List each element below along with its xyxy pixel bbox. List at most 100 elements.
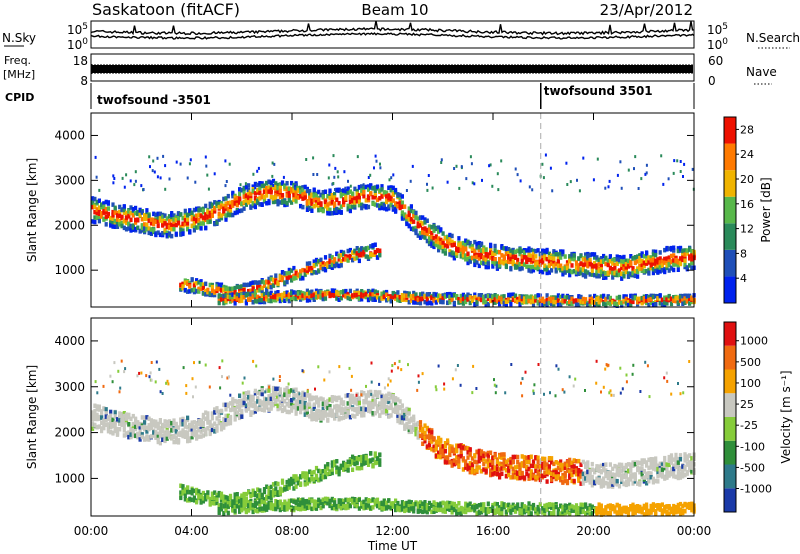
velocity-cell bbox=[274, 490, 278, 496]
velocity-cell bbox=[285, 386, 289, 391]
velocity-cell bbox=[156, 425, 160, 430]
velocity-cell bbox=[183, 430, 187, 435]
velocity-cell bbox=[362, 499, 366, 505]
velocity-cell bbox=[342, 408, 346, 414]
power-cell bbox=[527, 257, 531, 262]
power-cell bbox=[439, 299, 443, 305]
power-cell bbox=[398, 203, 402, 208]
power-cell bbox=[561, 298, 565, 304]
velocity-cell bbox=[242, 506, 246, 511]
power-cell bbox=[238, 191, 242, 197]
colorbar-tick-label: 12 bbox=[740, 223, 754, 236]
power-cell bbox=[100, 214, 104, 219]
power-cell bbox=[691, 167, 694, 171]
power-cell bbox=[563, 295, 567, 301]
power-cell bbox=[348, 296, 352, 302]
velocity-cell bbox=[170, 420, 174, 426]
power-cell bbox=[170, 226, 174, 232]
power-cell bbox=[409, 204, 413, 209]
power-cell bbox=[446, 240, 450, 245]
velocity-cell bbox=[226, 501, 230, 506]
power-cell bbox=[509, 292, 513, 298]
power-cell bbox=[201, 291, 205, 296]
power-cell bbox=[213, 172, 216, 176]
power-cell bbox=[593, 255, 597, 260]
power-cell bbox=[405, 293, 409, 298]
velocity-cell bbox=[231, 499, 235, 504]
power-cell bbox=[120, 220, 124, 226]
power-cell bbox=[190, 210, 194, 215]
velocity-cell bbox=[321, 406, 325, 412]
velocity-cell bbox=[235, 492, 239, 497]
power-cell bbox=[271, 199, 276, 205]
power-cell bbox=[278, 293, 282, 298]
power-cell bbox=[303, 272, 307, 277]
power-cell bbox=[633, 167, 635, 171]
velocity-cell bbox=[222, 417, 226, 422]
velocity-cell bbox=[362, 457, 366, 463]
cpid-segment-label: twofsound -3501 bbox=[97, 93, 211, 107]
velocity-cell bbox=[276, 481, 280, 487]
power-cell bbox=[375, 248, 380, 253]
power-cell bbox=[181, 216, 185, 221]
velocity-cell bbox=[267, 407, 271, 412]
power-cell bbox=[545, 301, 549, 306]
velocity-cell bbox=[285, 402, 289, 407]
velocity-cell bbox=[337, 504, 341, 509]
velocity-cell bbox=[244, 509, 248, 514]
velocity-cell bbox=[290, 398, 294, 403]
velocity-cell bbox=[335, 465, 339, 470]
velocity-cell bbox=[224, 422, 228, 427]
power-cell bbox=[326, 290, 330, 296]
velocity-cell bbox=[301, 505, 305, 510]
velocity-cell bbox=[330, 413, 334, 418]
power-cell bbox=[448, 237, 452, 242]
power-cell bbox=[473, 248, 477, 254]
power-cell bbox=[208, 282, 212, 288]
velocity-cell bbox=[348, 394, 352, 400]
power-cell bbox=[219, 215, 224, 221]
velocity-cell bbox=[326, 405, 330, 411]
power-cell bbox=[541, 251, 545, 257]
power-cell bbox=[418, 220, 423, 225]
power-cell bbox=[238, 290, 242, 296]
power-cell bbox=[262, 280, 267, 285]
power-cell bbox=[167, 224, 172, 230]
power-cell bbox=[314, 290, 319, 296]
power-cell bbox=[636, 259, 640, 264]
power-cell bbox=[409, 179, 412, 183]
velocity-cell bbox=[147, 426, 151, 432]
velocity-cell bbox=[346, 505, 350, 510]
power-cell bbox=[138, 228, 142, 234]
velocity-cell bbox=[247, 490, 251, 495]
power-cell bbox=[161, 218, 165, 224]
power-cell bbox=[577, 302, 581, 308]
velocity-cell bbox=[333, 404, 337, 409]
velocity-cell bbox=[244, 408, 248, 413]
power-cell bbox=[319, 192, 323, 198]
power-cell bbox=[134, 205, 138, 211]
power-cell bbox=[262, 291, 267, 297]
velocity-cell bbox=[215, 406, 219, 411]
power-cell bbox=[516, 299, 520, 305]
power-cell bbox=[348, 208, 352, 214]
power-cell bbox=[267, 284, 271, 290]
power-cell bbox=[172, 217, 176, 222]
velocity-cell bbox=[251, 491, 255, 496]
power-cell bbox=[565, 301, 570, 306]
velocity-cell bbox=[158, 440, 162, 446]
velocity-cell bbox=[305, 412, 309, 418]
power-cell bbox=[452, 242, 456, 247]
velocity-cell bbox=[262, 500, 267, 505]
power-cell bbox=[287, 270, 291, 276]
velocity-cell bbox=[228, 420, 233, 426]
velocity-cell bbox=[240, 507, 244, 513]
velocity-cell bbox=[138, 437, 142, 442]
power-cell bbox=[278, 188, 282, 194]
power-cell bbox=[274, 280, 278, 285]
power-cell bbox=[375, 159, 378, 163]
power-cell bbox=[312, 263, 316, 268]
power-cell bbox=[219, 285, 224, 290]
power-cell bbox=[267, 280, 271, 285]
power-cell bbox=[228, 208, 233, 213]
